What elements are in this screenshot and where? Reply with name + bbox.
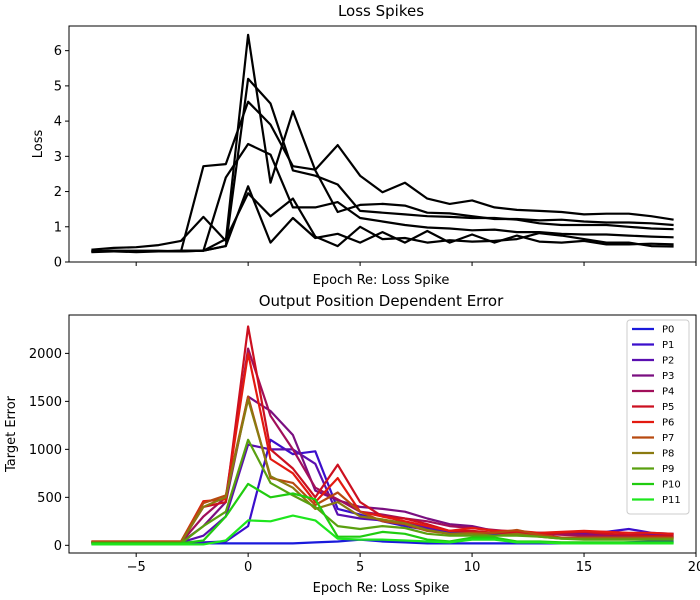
legend-label-p1: P1 (662, 340, 674, 351)
position-error-frame (68, 314, 697, 554)
position-error-series-line-p2 (91, 443, 674, 544)
loss-spikes-y-tick-label: 6 (54, 44, 62, 59)
loss-spikes-y-tick-label: 0 (54, 256, 62, 271)
position-error-x-tick-label: 0 (244, 560, 252, 575)
loss-spikes-frame (68, 25, 697, 263)
legend-label-p3: P3 (662, 371, 674, 382)
position-error-series-line-p4 (91, 347, 674, 544)
position-error-x-tick-label: 10 (464, 560, 481, 575)
position-error-x-label: Epoch Re: Loss Spike (313, 581, 450, 596)
loss-spikes-y-tick-label: 3 (54, 150, 62, 165)
position-error-x-tick-label: 5 (356, 560, 364, 575)
legend-label-p7: P7 (662, 433, 674, 444)
position-error-ticks: 0 500 1000 1500 2000 −5 0 5 10 15 20 (29, 347, 700, 575)
position-error-y-tick-label: 1000 (29, 443, 62, 458)
legend-label-p4: P4 (662, 387, 674, 398)
legend-label-p5: P5 (662, 402, 674, 413)
position-error-x-tick-label: 15 (576, 560, 593, 575)
legend-label-p10: P10 (662, 480, 681, 491)
position-error-x-tick-label: −5 (127, 560, 146, 575)
position-error-series-line-p6 (91, 352, 674, 543)
position-error-series-line-p9 (91, 438, 674, 545)
position-error-y-tick-label: 2000 (29, 347, 62, 362)
loss-spikes-y-label: Loss (31, 130, 46, 159)
loss-spikes-y-tick-label: 4 (54, 115, 62, 130)
legend-label-p8: P8 (662, 449, 674, 460)
loss-spikes-series-line-1 (91, 100, 674, 253)
loss-spikes-series-line-3 (91, 77, 674, 254)
position-error-legend: P0 P1 P2 P3 P4 P5 P6 P7 P8 P9 P10 P11 (626, 319, 690, 515)
loss-spikes-axes: Loss Spikes 0 1 2 3 4 5 6 Epoch Re: Loss Spike… (31, 2, 697, 288)
loss-spikes-series-line-5 (91, 192, 674, 253)
position-error-series-line-p11 (91, 514, 674, 546)
loss-spikes-y-tick-label: 1 (54, 220, 62, 235)
position-error-axes: Output Position Dependent Error 05001000… (4, 292, 700, 596)
loss-spikes-series-line-0 (91, 33, 674, 251)
position-error-y-tick-label: 1500 (29, 395, 62, 410)
loss-spikes-x-label: Epoch Re: Loss Spike (313, 273, 450, 288)
legend-label-p0: P0 (662, 325, 674, 336)
loss-spikes-title: Loss Spikes (338, 2, 424, 20)
loss-spikes-ticks: 0 1 2 3 4 5 6 (54, 44, 697, 271)
position-error-series-group (91, 325, 674, 546)
position-error-y-tick-label: 0 (54, 539, 62, 554)
position-error-title: Output Position Dependent Error (259, 292, 504, 310)
loss-spikes-series-group (91, 33, 674, 254)
legend-label-p2: P2 (662, 356, 674, 367)
loss-spikes-series-line-2 (91, 142, 674, 253)
position-error-y-label: Target Error (4, 395, 19, 473)
legend-frame (626, 319, 690, 515)
position-error-y-tick-label: 500 (37, 491, 62, 506)
legend-label-p6: P6 (662, 418, 674, 429)
loss-spikes-y-tick-label: 2 (54, 185, 62, 200)
legend-label-p11: P11 (662, 495, 681, 506)
position-error-x-tick-label: 20 (688, 560, 700, 575)
legend-label-p9: P9 (662, 464, 674, 475)
position-error-series-line-p5 (91, 325, 674, 544)
loss-spikes-y-tick-label: 5 (54, 79, 62, 94)
